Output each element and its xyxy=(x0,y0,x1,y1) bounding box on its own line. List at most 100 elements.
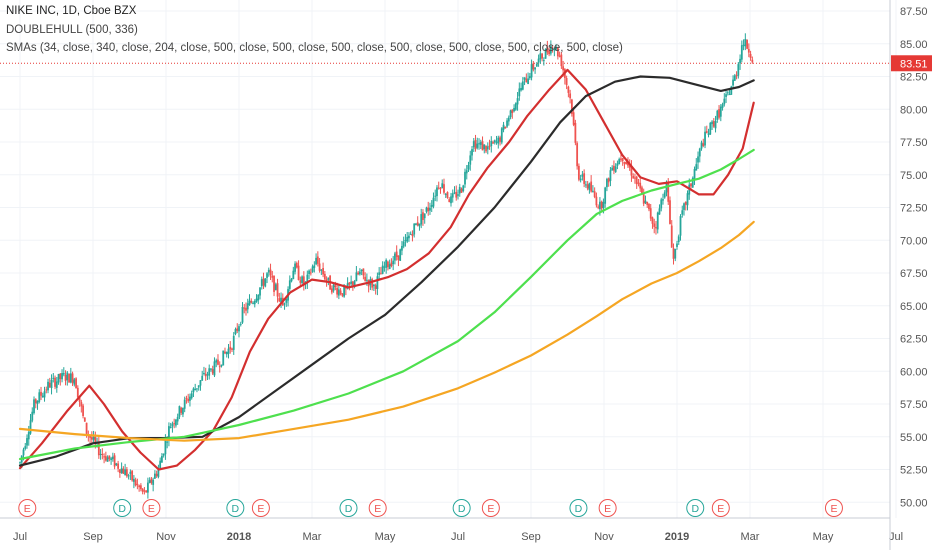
candle-body xyxy=(353,281,356,287)
candle-body xyxy=(325,279,328,281)
candle-body xyxy=(187,398,190,402)
candle-body xyxy=(548,50,551,55)
candle-body xyxy=(416,222,419,226)
candle-body xyxy=(206,374,209,376)
candle-body xyxy=(628,165,631,168)
candle-body xyxy=(29,420,32,434)
x-tick-label: Jul xyxy=(13,531,27,543)
candle-body xyxy=(276,283,279,297)
candle-body xyxy=(556,47,559,57)
x-tick-label: Nov xyxy=(156,531,176,543)
candle-body xyxy=(48,382,51,388)
candle-body xyxy=(711,121,713,125)
candle-body xyxy=(609,170,612,181)
candle-body xyxy=(71,373,74,383)
event-marker-circle xyxy=(251,499,270,517)
candle-body xyxy=(19,462,21,464)
candle-body xyxy=(653,223,656,227)
candle-body xyxy=(238,326,240,332)
y-tick-label: 82.50 xyxy=(900,72,928,84)
candle-body xyxy=(50,379,53,389)
candle-body xyxy=(264,278,267,287)
candle-body xyxy=(676,243,678,247)
candle-body xyxy=(523,77,526,80)
candle-body xyxy=(322,268,324,275)
candle-body xyxy=(118,469,121,473)
candle-body xyxy=(532,63,535,70)
candle-body xyxy=(544,48,547,59)
candle-body xyxy=(124,469,127,476)
sma-legend[interactable]: SMAs (34, close, 340, close, 204, close,… xyxy=(6,42,623,54)
candle-body xyxy=(248,300,251,306)
candle-body xyxy=(94,436,97,443)
candle-body xyxy=(61,373,63,380)
candle-body xyxy=(511,109,514,114)
candle-body xyxy=(604,187,607,204)
candle-body xyxy=(290,278,293,282)
candle-body xyxy=(344,286,347,289)
candle-body xyxy=(478,143,480,145)
candle-body xyxy=(34,399,37,404)
candle-body xyxy=(700,142,703,149)
candle-body xyxy=(686,193,689,206)
earnings-marker: E xyxy=(368,499,387,517)
candle-body xyxy=(43,391,46,398)
y-tick-label: 77.50 xyxy=(900,137,928,149)
candle-body xyxy=(567,86,570,93)
y-tick-label: 65.00 xyxy=(900,301,928,313)
candle-body xyxy=(320,269,323,271)
candle-body xyxy=(634,177,636,179)
candle-body xyxy=(644,200,647,204)
doublehull-legend[interactable]: DOUBLEHULL (500, 336) xyxy=(6,24,138,36)
candle-body xyxy=(488,145,491,147)
candle-body xyxy=(260,279,263,287)
event-marker-label: E xyxy=(257,503,264,515)
event-marker-circle xyxy=(481,499,500,517)
candle-body xyxy=(101,453,104,455)
candle-body xyxy=(705,131,708,133)
candle-body xyxy=(516,98,519,105)
candle-body xyxy=(518,88,521,97)
candle-body xyxy=(707,133,710,135)
candle-body xyxy=(450,196,452,204)
candle-body xyxy=(690,183,692,187)
candle-body xyxy=(189,396,191,401)
candle-body xyxy=(59,373,62,380)
candle-body xyxy=(467,164,470,170)
x-tick-label: Mar xyxy=(303,531,322,543)
candle-body xyxy=(611,167,614,171)
candle-body xyxy=(33,399,35,414)
symbol-title[interactable]: NIKE INC, 1D, Cboe BZX xyxy=(6,5,137,17)
candle-body xyxy=(635,176,638,185)
candle-body xyxy=(245,307,247,311)
candle-body xyxy=(178,406,181,417)
earnings-marker: E xyxy=(711,499,730,517)
candle-body xyxy=(630,166,633,176)
candle-body xyxy=(415,223,417,225)
candle-body xyxy=(125,469,128,477)
candle-body xyxy=(274,284,277,291)
candle-body xyxy=(176,416,179,422)
candle-body xyxy=(698,148,701,157)
y-tick-label: 87.50 xyxy=(900,6,928,18)
candle-body xyxy=(169,426,172,428)
last-price-tag xyxy=(891,55,932,72)
candle-body xyxy=(569,93,572,99)
candle-body xyxy=(323,273,326,280)
candle-body xyxy=(472,141,475,148)
candle-body xyxy=(625,161,628,165)
candle-body xyxy=(250,300,253,303)
event-marker-circle xyxy=(824,499,843,517)
x-tick-label: Mar xyxy=(741,531,760,543)
candle-body xyxy=(362,268,365,276)
candle-body xyxy=(747,48,750,53)
candle-body xyxy=(460,188,463,193)
candle-body xyxy=(194,388,197,391)
candle-body xyxy=(740,45,743,60)
y-tick-label: 62.50 xyxy=(900,334,928,346)
candle-body xyxy=(641,187,643,194)
candle-body xyxy=(204,373,207,377)
candle-body xyxy=(141,488,144,492)
candle-body xyxy=(381,265,384,274)
